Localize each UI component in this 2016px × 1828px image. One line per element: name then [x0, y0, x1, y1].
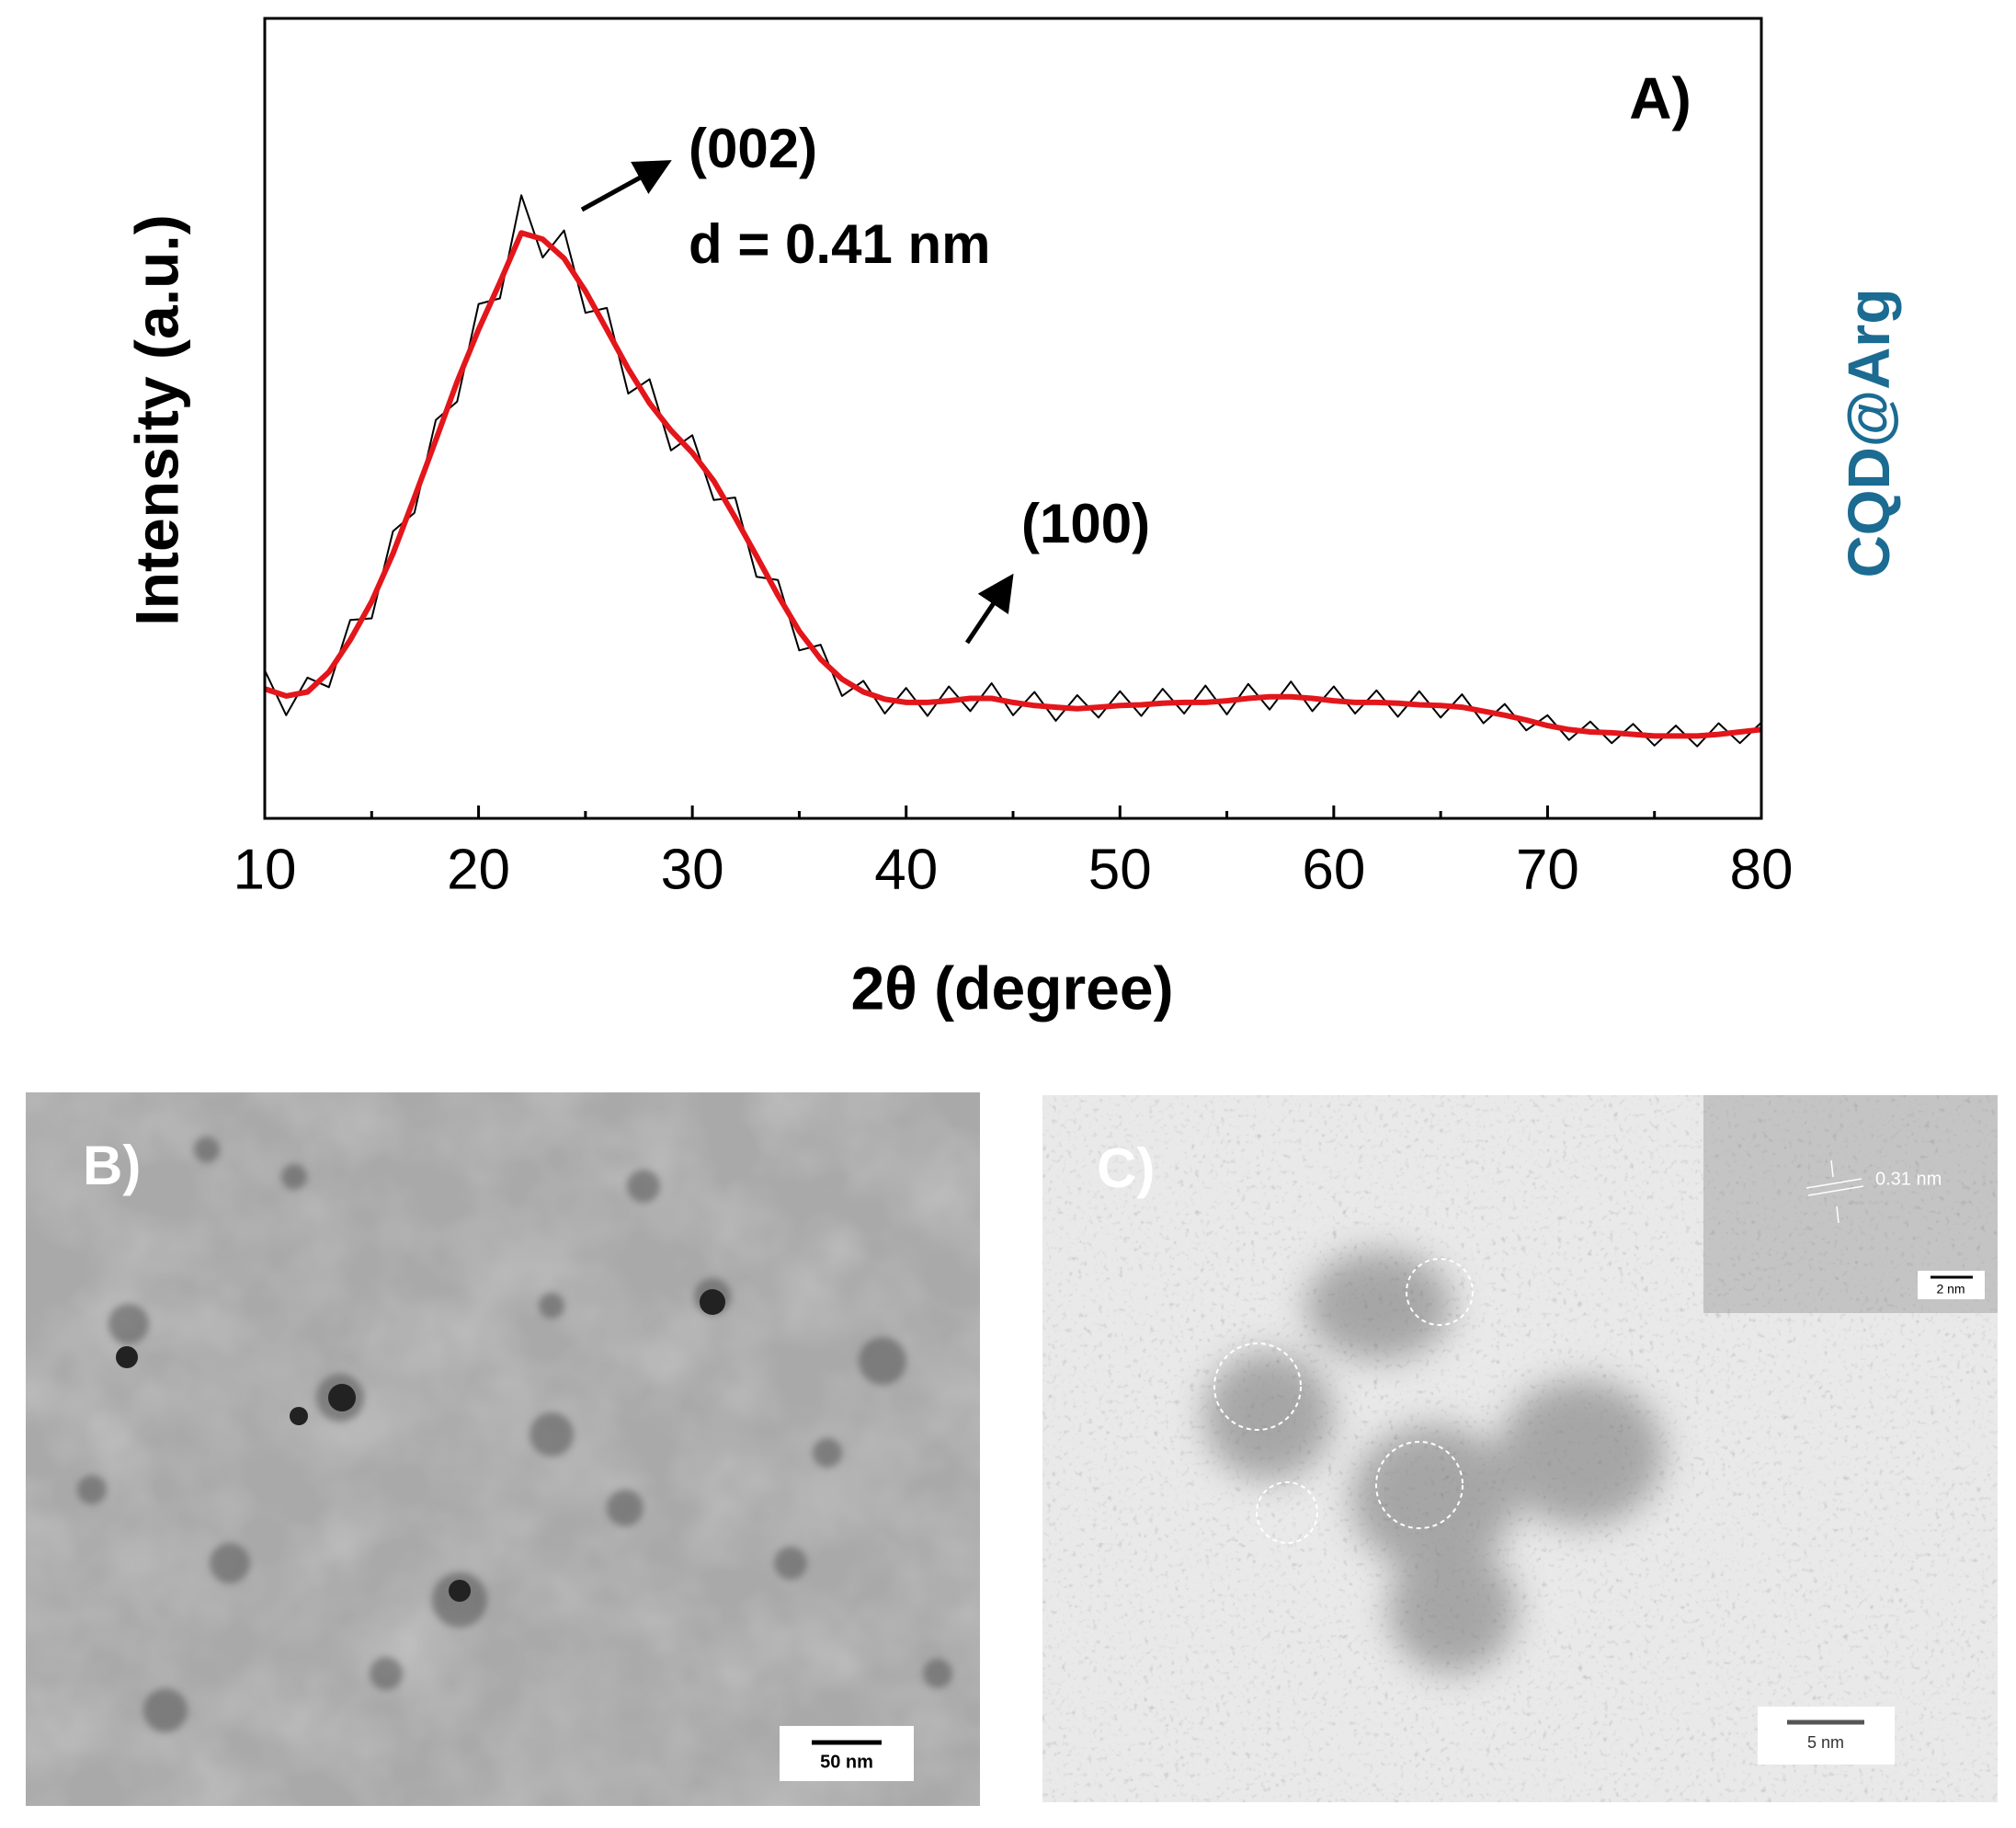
- x-tick-label: 80: [1730, 838, 1794, 901]
- sample-label: CQD@Arg: [1836, 289, 1902, 578]
- plot-frame: [263, 17, 1763, 820]
- panel-label: A): [1629, 65, 1691, 131]
- arrow: [580, 160, 672, 212]
- annotation: (002): [689, 118, 817, 179]
- tem-image-c: 0.31 nm 2 nm 5 nm C): [1042, 1095, 1998, 1802]
- panel-label: C): [1097, 1137, 1155, 1199]
- y-axis-title: Intensity (a.u.): [122, 214, 190, 625]
- x-tick-label: 50: [1088, 838, 1152, 901]
- inset-scale-bar-label: 2 nm: [1936, 1282, 1965, 1297]
- x-axis-title: 2θ (degree): [850, 954, 1173, 1022]
- panel-label: B): [83, 1135, 141, 1196]
- x-tick-label: 40: [874, 838, 938, 901]
- tem-image-b: B) 50 nm: [26, 1092, 980, 1806]
- x-tick-label: 20: [447, 838, 510, 901]
- data-line: [264, 194, 1762, 748]
- scale-bar-label: 50 nm: [820, 1752, 873, 1772]
- arrow: [964, 573, 1014, 645]
- x-tick-label: 30: [661, 838, 724, 901]
- x-tick-label: 60: [1302, 838, 1365, 901]
- inset-annotation: 0.31 nm: [1875, 1169, 1942, 1189]
- annotation: d = 0.41 nm: [689, 213, 990, 275]
- x-tick-label: 70: [1516, 838, 1579, 901]
- data-line: [264, 230, 1762, 739]
- annotation: (100): [1021, 493, 1150, 554]
- scale-bar-label: 5 nm: [1807, 1733, 1844, 1752]
- x-tick-label: 10: [233, 838, 297, 901]
